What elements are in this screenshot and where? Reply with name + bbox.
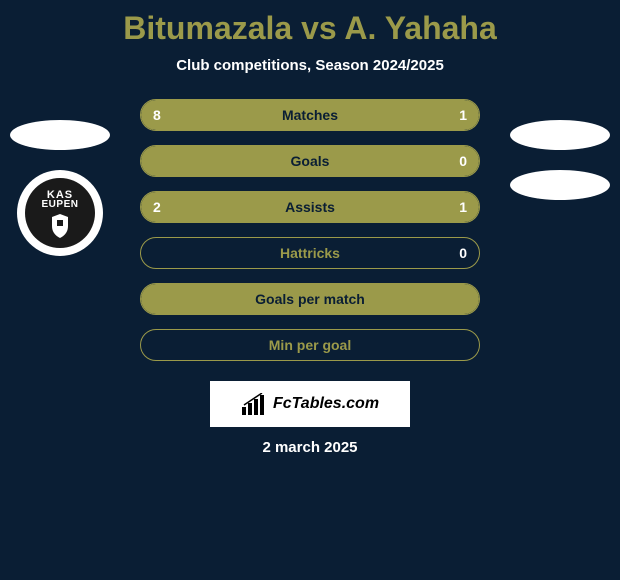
- date-text: 2 march 2025: [0, 439, 620, 456]
- stat-row: Goals per match: [140, 283, 480, 315]
- stat-row: Min per goal: [140, 329, 480, 361]
- stat-value-right: 1: [459, 199, 467, 215]
- club-text-line2: EUPEN: [42, 199, 79, 210]
- player-oval-right-2: [510, 170, 610, 200]
- stat-row: 0 Goals: [140, 145, 480, 177]
- shield-icon: [50, 214, 70, 238]
- bar-chart-icon: [241, 393, 267, 415]
- club-badge-inner: KAS EUPEN: [25, 178, 95, 248]
- stat-row: 8 1 Matches: [140, 99, 480, 131]
- page-title: Bitumazala vs A. Yahaha: [0, 10, 620, 47]
- stat-row: 0 Hattricks: [140, 237, 480, 269]
- stat-row: 2 1 Assists: [140, 191, 480, 223]
- player-oval-left: [10, 120, 110, 150]
- stat-label: Assists: [285, 199, 335, 215]
- stat-label: Min per goal: [269, 337, 351, 353]
- stats-area: 8 1 Matches 0 Goals 2 1 Assists 0 Hattricks Goals …: [140, 99, 480, 361]
- stat-label: Goals: [291, 153, 330, 169]
- stat-label: Matches: [282, 107, 338, 123]
- branding-text: FcTables.com: [273, 395, 379, 413]
- badges-right-column: [510, 120, 610, 200]
- badges-left-column: KAS EUPEN: [10, 120, 110, 256]
- stat-value-left: 2: [153, 199, 161, 215]
- stat-fill-left: [141, 100, 405, 130]
- main-container: Bitumazala vs A. Yahaha Club competition…: [0, 0, 620, 466]
- stat-value-left: 8: [153, 107, 161, 123]
- stat-label: Goals per match: [255, 291, 365, 307]
- stat-fill-right: [405, 100, 479, 130]
- stat-label: Hattricks: [280, 245, 340, 261]
- branding-box: FcTables.com: [210, 381, 410, 427]
- stat-value-right: 1: [459, 107, 467, 123]
- player-oval-right-1: [510, 120, 610, 150]
- subtitle: Club competitions, Season 2024/2025: [0, 57, 620, 74]
- club-badge-left: KAS EUPEN: [17, 170, 103, 256]
- stat-value-right: 0: [459, 153, 467, 169]
- stat-value-right: 0: [459, 245, 467, 261]
